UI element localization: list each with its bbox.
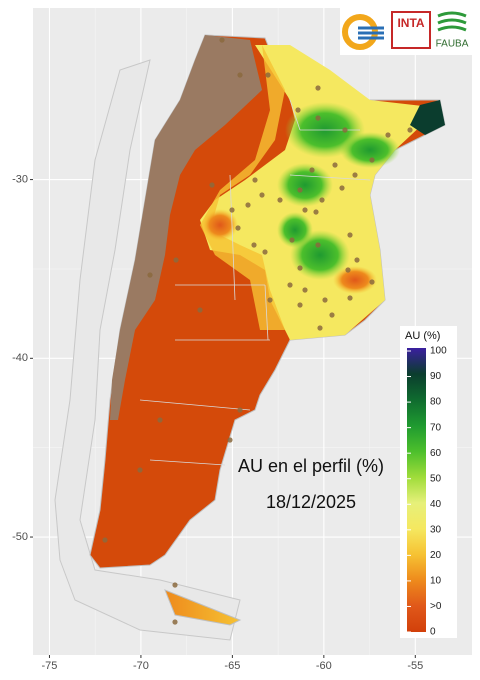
station-dot xyxy=(147,272,153,278)
station-dot xyxy=(229,207,235,213)
legend-label: 70 xyxy=(430,422,442,433)
inta-box xyxy=(391,11,431,49)
logo-waves xyxy=(358,26,384,40)
map-date: 18/12/2025 xyxy=(266,492,356,512)
station-dot xyxy=(385,132,391,138)
x-tick-label: -70 xyxy=(133,660,149,672)
station-dot xyxy=(339,185,345,191)
station-dot xyxy=(317,325,323,331)
station-dot xyxy=(315,85,321,91)
station-dot xyxy=(319,197,325,203)
legend-label: 60 xyxy=(430,448,442,459)
station-dot xyxy=(235,225,241,231)
map-title: AU en el perfil (%) xyxy=(238,456,384,476)
station-dot xyxy=(302,207,308,213)
station-dot xyxy=(295,107,301,113)
station-dot xyxy=(252,177,258,183)
station-dot xyxy=(157,417,163,423)
y-tick-label: -40 xyxy=(12,352,28,364)
station-dot xyxy=(297,187,303,193)
station-dot xyxy=(137,467,143,473)
station-dot xyxy=(313,209,319,215)
station-dot xyxy=(315,115,321,121)
station-dot xyxy=(102,537,108,543)
legend-labels: 100 90 80 70 60 50 40 30 20 10 >0 0 xyxy=(407,346,447,638)
legend-label: 80 xyxy=(430,397,442,408)
inta-label: INTA xyxy=(397,16,424,30)
station-dot xyxy=(297,302,303,308)
station-dot xyxy=(265,72,271,78)
station-dot xyxy=(289,237,295,243)
station-dot xyxy=(329,312,335,318)
station-dot xyxy=(354,257,360,263)
station-dot xyxy=(172,582,178,588)
y-tick-label: -50 xyxy=(12,531,28,543)
legend-label: 0 xyxy=(430,627,436,638)
legend-title: AU (%) xyxy=(405,330,440,342)
legend-label: 100 xyxy=(430,346,447,357)
station-dot xyxy=(245,202,251,208)
station-dot xyxy=(172,619,178,625)
station-dot xyxy=(332,162,338,168)
legend-colorbar xyxy=(407,348,426,632)
station-dot xyxy=(237,407,243,413)
fauba-waves xyxy=(437,11,467,32)
station-dot xyxy=(297,265,303,271)
legend-label: 30 xyxy=(430,524,442,535)
fauba-label: FAUBA xyxy=(436,39,469,50)
station-dot xyxy=(259,192,265,198)
x-tick-label: -75 xyxy=(42,660,58,672)
station-dot xyxy=(347,232,353,238)
land xyxy=(54,34,446,641)
y-tick-label: -30 xyxy=(12,173,28,185)
legend-label: 10 xyxy=(430,576,442,587)
station-dot xyxy=(209,182,215,188)
station-dot xyxy=(197,307,203,313)
legend-label: >0 xyxy=(430,601,442,612)
station-dot xyxy=(315,242,321,248)
station-dot xyxy=(237,72,243,78)
station-dot xyxy=(302,287,308,293)
station-dot xyxy=(227,437,233,443)
station-dot xyxy=(352,172,358,178)
legend-label: 40 xyxy=(430,499,442,510)
logos: INTA FAUBA xyxy=(340,8,472,55)
station-dot xyxy=(342,127,348,133)
station-dot xyxy=(219,37,225,43)
station-dot xyxy=(267,297,273,303)
station-dot xyxy=(407,127,413,133)
station-dot xyxy=(262,249,268,255)
station-dot xyxy=(369,279,375,285)
legend-label: 50 xyxy=(430,473,442,484)
station-dot xyxy=(322,297,328,303)
x-tick-label: -55 xyxy=(407,660,423,672)
station-dot xyxy=(369,157,375,163)
station-dot xyxy=(347,295,353,301)
station-dot xyxy=(173,257,179,263)
station-dot xyxy=(309,167,315,173)
legend-label: 90 xyxy=(430,371,442,382)
legend-label: 20 xyxy=(430,550,442,561)
station-dot xyxy=(287,282,293,288)
station-dot xyxy=(277,197,283,203)
x-tick-label: -60 xyxy=(316,660,332,672)
station-dot xyxy=(345,267,351,273)
stations xyxy=(102,37,413,625)
x-tick-label: -65 xyxy=(224,660,240,672)
station-dot xyxy=(251,242,257,248)
